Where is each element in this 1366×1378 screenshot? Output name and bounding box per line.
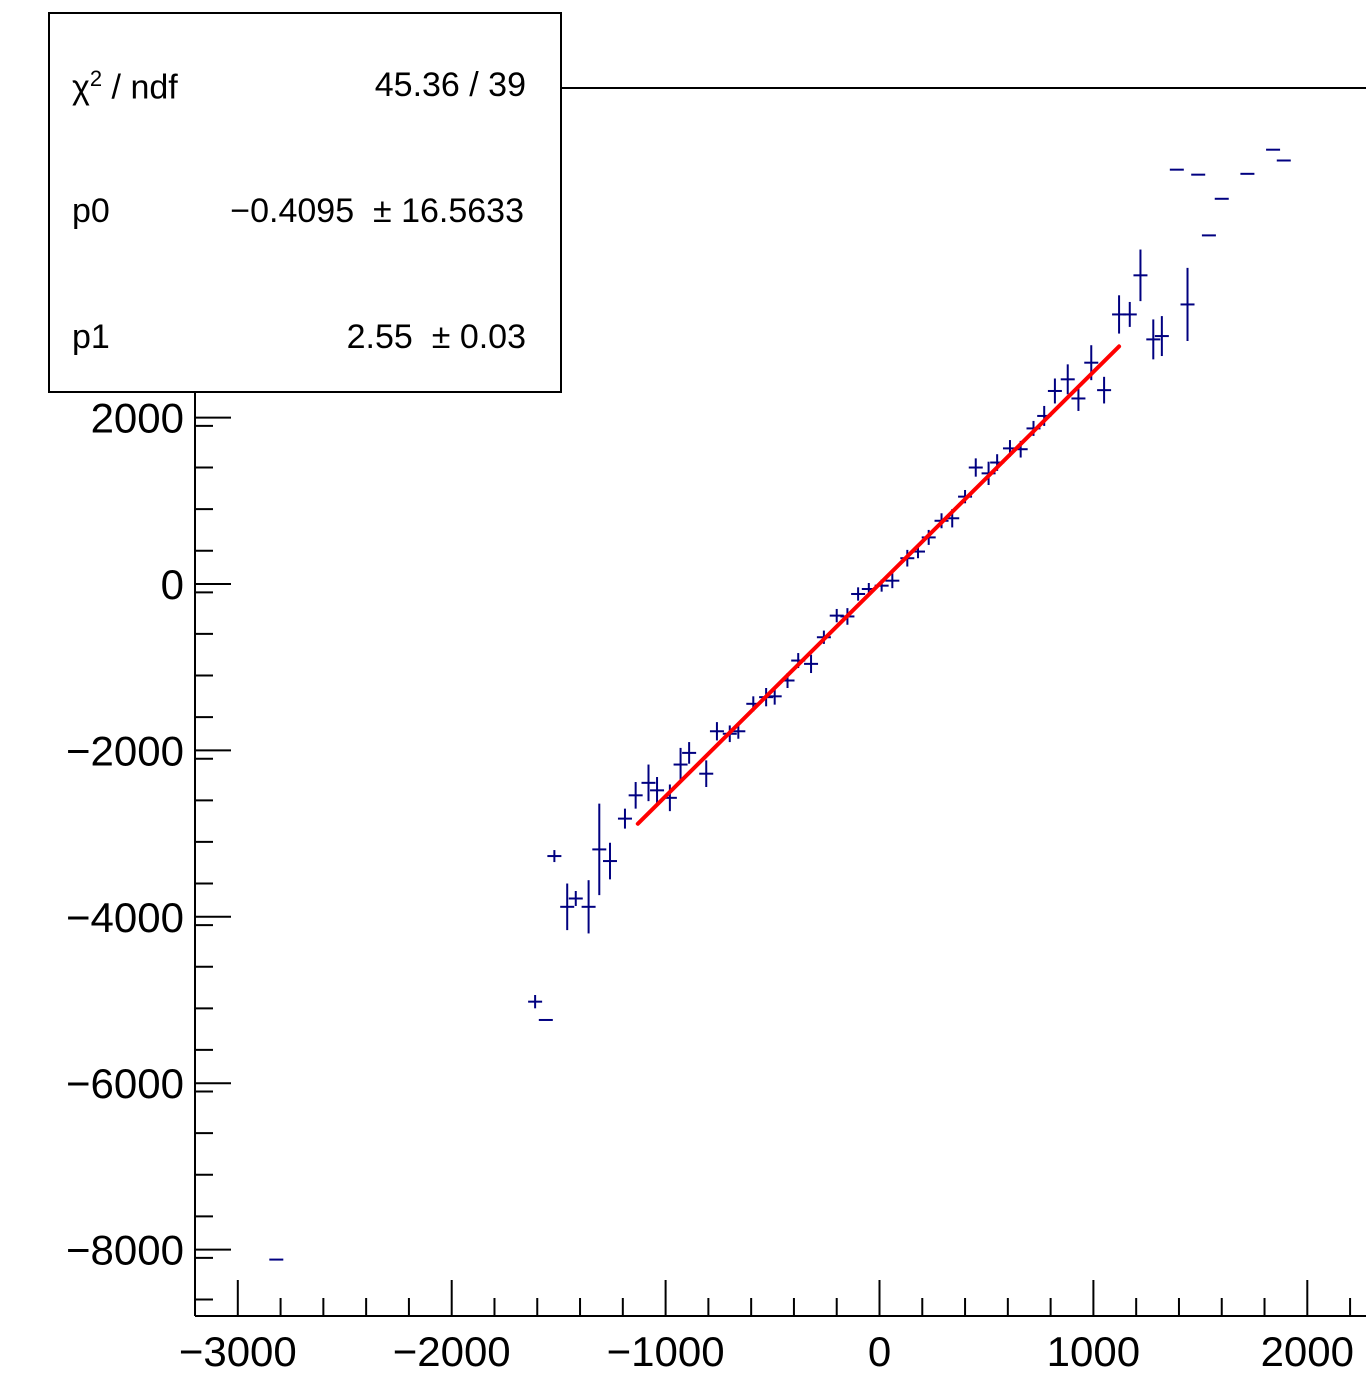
- stats-row-chi2: χ2 / ndf 45.36 / 39: [50, 66, 560, 106]
- data-point: [628, 782, 643, 809]
- fit-statistics-box: χ2 / ndf 45.36 / 39 p0 −0.4095 ± 16.5633…: [48, 12, 562, 393]
- data-point: [1133, 249, 1148, 302]
- data-point: [547, 850, 562, 863]
- x-tick-label: 2000: [1261, 1328, 1354, 1375]
- data-point: [568, 891, 583, 906]
- data-points: [269, 148, 1291, 1261]
- data-point: [968, 458, 983, 477]
- data-point: [650, 777, 665, 804]
- data-point: [1071, 385, 1086, 411]
- data-point: [804, 654, 819, 674]
- x-tick-label: 1000: [1047, 1328, 1140, 1375]
- data-point: [641, 764, 656, 802]
- data-point: [885, 573, 900, 589]
- x-tick-label: −1000: [607, 1328, 725, 1375]
- y-tick-label: −6000: [66, 1060, 184, 1107]
- data-point: [1047, 378, 1062, 404]
- data-point: [851, 587, 866, 601]
- p0-label: p0: [72, 192, 110, 230]
- data-point: [602, 842, 617, 880]
- fit-line: [635, 344, 1122, 826]
- stats-row-p0: p0 −0.4095 ± 16.5633: [50, 192, 560, 232]
- p0-value: −0.4095 ± 16.5633: [230, 192, 524, 230]
- data-point: [682, 742, 697, 764]
- stats-row-p1: p1 2.55 ± 0.03: [50, 318, 560, 358]
- data-point: [1154, 316, 1169, 357]
- y-tick-label: 2000: [91, 395, 184, 442]
- data-point: [1146, 319, 1161, 360]
- data-point: [673, 747, 688, 782]
- data-point: [1097, 376, 1112, 404]
- data-point: [1122, 301, 1137, 327]
- data-point: [1060, 364, 1075, 395]
- axes: −3000 −2000 −1000 0 1000 2000 −8000 −6000 −4000 −…: [66, 383, 1354, 1375]
- x-tick-label: −2000: [393, 1328, 511, 1375]
- data-point: [560, 883, 575, 931]
- data-point: [528, 995, 543, 1009]
- y-tick-label: −8000: [66, 1227, 184, 1274]
- p1-label: p1: [72, 318, 110, 356]
- data-point: [581, 880, 596, 934]
- y-tick-label: −2000: [66, 727, 184, 774]
- y-tick-label: 0: [161, 561, 184, 608]
- data-point: [617, 808, 632, 829]
- data-point: [709, 722, 724, 741]
- x-tick-label: 0: [868, 1328, 891, 1375]
- x-tick-label: −3000: [179, 1328, 297, 1375]
- data-point: [1180, 267, 1195, 342]
- chi2-value: 45.36 / 39: [374, 66, 526, 104]
- y-tick-label: −4000: [66, 894, 184, 941]
- p1-value: 2.55 ± 0.03: [346, 318, 526, 356]
- fit-curve: [635, 344, 1122, 826]
- data-point: [592, 803, 607, 896]
- data-point: [699, 760, 714, 788]
- chi2-label: χ2 / ndf: [72, 66, 178, 107]
